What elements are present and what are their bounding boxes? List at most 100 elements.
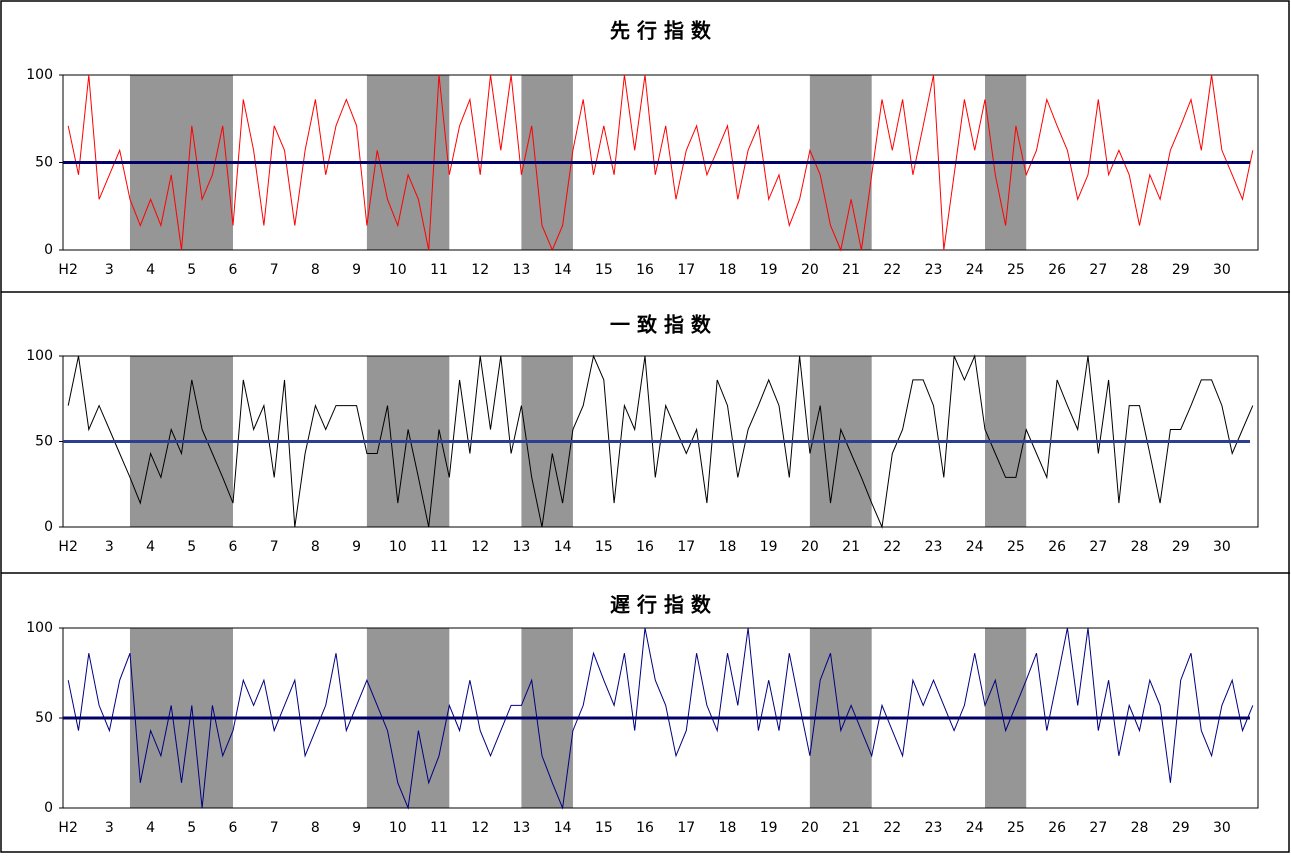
x-tick-label: 29	[1172, 262, 1190, 278]
x-tick-label: 13	[513, 539, 531, 555]
y-tick-label: 100	[26, 620, 53, 636]
y-tick-label: 100	[26, 348, 53, 364]
x-tick-label: 20	[801, 262, 819, 278]
x-tick-label: 14	[554, 262, 572, 278]
y-tick-label: 50	[35, 155, 53, 171]
x-tick-label: 9	[352, 262, 361, 278]
x-tick-label: 27	[1089, 820, 1107, 836]
x-tick-label: 25	[1007, 262, 1025, 278]
x-tick-label: 30	[1213, 262, 1231, 278]
x-tick-label: 27	[1089, 539, 1107, 555]
y-tick-label: 50	[35, 710, 53, 726]
x-tick-label: 19	[760, 262, 778, 278]
x-tick-label: 21	[842, 262, 860, 278]
x-tick-label: 7	[270, 539, 279, 555]
x-tick-label: 28	[1131, 262, 1149, 278]
x-tick-label: 25	[1007, 539, 1025, 555]
x-tick-label: 26	[1048, 539, 1066, 555]
x-tick-label: 28	[1131, 820, 1149, 836]
x-tick-label: 11	[430, 820, 448, 836]
x-tick-label: 5	[187, 539, 196, 555]
y-tick-label: 0	[44, 242, 53, 258]
x-tick-label: 6	[229, 539, 238, 555]
x-tick-label: 10	[389, 262, 407, 278]
x-tick-label: 17	[677, 539, 695, 555]
x-tick-label: 13	[513, 820, 531, 836]
x-tick-label: 5	[187, 262, 196, 278]
x-tick-label: 23	[925, 539, 943, 555]
x-tick-label: 30	[1213, 820, 1231, 836]
x-tick-label: 18	[719, 820, 737, 836]
chart-title: 一 致 指 数	[610, 313, 712, 337]
x-tick-label: 18	[719, 539, 737, 555]
x-tick-label: 10	[389, 539, 407, 555]
x-tick-label: 29	[1172, 820, 1190, 836]
x-tick-label: 8	[311, 539, 320, 555]
x-tick-label: 15	[595, 262, 613, 278]
x-tick-label: 8	[311, 262, 320, 278]
x-tick-label: 24	[966, 539, 984, 555]
x-tick-label: 26	[1048, 262, 1066, 278]
x-tick-label: 4	[146, 539, 155, 555]
x-tick-label: 8	[311, 820, 320, 836]
x-tick-label: 16	[636, 262, 654, 278]
x-tick-label: 15	[595, 539, 613, 555]
x-tick-label: 7	[270, 262, 279, 278]
x-tick-label: 23	[925, 262, 943, 278]
x-tick-label: 22	[883, 539, 901, 555]
x-tick-label: 27	[1089, 262, 1107, 278]
x-tick-label: 6	[229, 820, 238, 836]
y-tick-label: 50	[35, 434, 53, 450]
chart-title: 遅 行 指 数	[610, 593, 712, 617]
x-tick-label: 13	[513, 262, 531, 278]
x-tick-label: 3	[105, 820, 114, 836]
x-tick-label: 21	[842, 539, 860, 555]
x-tick-label: 4	[146, 262, 155, 278]
x-tick-label: 3	[105, 262, 114, 278]
y-tick-label: 0	[44, 519, 53, 535]
x-tick-label: 22	[883, 262, 901, 278]
x-tick-label: 23	[925, 820, 943, 836]
x-tick-label: 11	[430, 539, 448, 555]
x-tick-label: 24	[966, 262, 984, 278]
data-line	[67, 74, 1254, 252]
x-tick-label: 3	[105, 539, 114, 555]
x-tick-label: 15	[595, 820, 613, 836]
x-tick-label: 28	[1131, 539, 1149, 555]
x-tick-label: 10	[389, 820, 407, 836]
x-tick-label: 4	[146, 820, 155, 836]
x-tick-label: 20	[801, 539, 819, 555]
x-tick-label: 9	[352, 539, 361, 555]
x-tick-label: 7	[270, 820, 279, 836]
x-tick-label: 9	[352, 820, 361, 836]
x-tick-label: 12	[471, 820, 489, 836]
x-tick-label: 18	[719, 262, 737, 278]
x-tick-label: 21	[842, 820, 860, 836]
x-tick-label: 19	[760, 820, 778, 836]
x-tick-label: H2	[58, 539, 77, 555]
x-tick-label: 6	[229, 262, 238, 278]
x-tick-label: 17	[677, 262, 695, 278]
x-tick-label: 16	[636, 539, 654, 555]
y-tick-label: 0	[44, 800, 53, 816]
x-tick-label: 29	[1172, 539, 1190, 555]
data-line	[67, 627, 1254, 810]
x-tick-label: 16	[636, 820, 654, 836]
x-tick-label: 19	[760, 539, 778, 555]
chart-title: 先 行 指 数	[610, 19, 712, 43]
x-tick-label: 26	[1048, 820, 1066, 836]
x-tick-label: 11	[430, 262, 448, 278]
x-tick-label: 14	[554, 820, 572, 836]
y-tick-label: 100	[26, 67, 53, 83]
x-tick-label: 14	[554, 539, 572, 555]
x-tick-label: 30	[1213, 539, 1231, 555]
x-tick-label: 22	[883, 820, 901, 836]
x-tick-label: H2	[58, 820, 77, 836]
x-tick-label: 5	[187, 820, 196, 836]
x-tick-label: 12	[471, 262, 489, 278]
x-tick-label: 20	[801, 820, 819, 836]
x-tick-label: H2	[58, 262, 77, 278]
x-tick-label: 17	[677, 820, 695, 836]
